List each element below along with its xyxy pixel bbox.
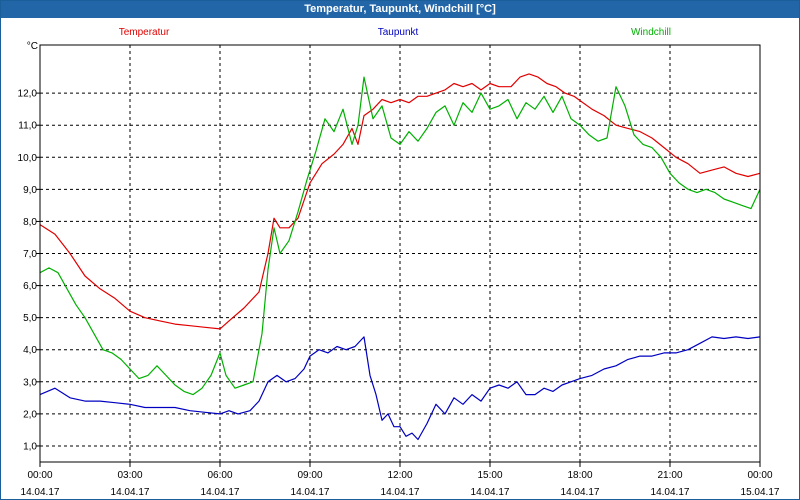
y-tick-label: 9,0 xyxy=(23,185,37,196)
x-tick-time: 06:00 xyxy=(207,470,232,481)
x-tick-time: 00:00 xyxy=(747,470,772,481)
chart-axis-labels: 1,0 2,0 3,0 4,0 5,0 6,0 7,0 8,0 9,0 10,0 11,0 12,0 °… xyxy=(18,41,780,498)
x-tick-time: 03:00 xyxy=(117,470,142,481)
chart-legend: Temperatur Taupunkt Windchill xyxy=(119,27,671,38)
legend-item-windchill: Windchill xyxy=(631,27,671,38)
x-tick-time: 18:00 xyxy=(567,470,592,481)
y-tick-label: 6,0 xyxy=(23,281,37,292)
y-tick-label: 3,0 xyxy=(23,377,37,388)
x-tick-date: 14.04.17 xyxy=(291,487,330,498)
x-tick-date: 14.04.17 xyxy=(471,487,510,498)
x-tick-time: 09:00 xyxy=(297,470,322,481)
x-tick-time: 15:00 xyxy=(477,470,502,481)
y-tick-label: 2,0 xyxy=(23,409,37,420)
y-tick-label: 10,0 xyxy=(18,153,38,164)
x-tick-date: 14.04.17 xyxy=(561,487,600,498)
x-tick-time: 21:00 xyxy=(657,470,682,481)
y-tick-label: 11,0 xyxy=(18,121,37,132)
window-title: Temperatur, Taupunkt, Windchill [°C] xyxy=(1,1,799,18)
series-line-taupunkt xyxy=(39,336,761,441)
y-tick-label: 5,0 xyxy=(23,313,37,324)
chart-series xyxy=(39,73,761,441)
y-tick-label: 4,0 xyxy=(23,345,37,356)
x-tick-date: 14.04.17 xyxy=(381,487,420,498)
x-tick-date: 14.04.17 xyxy=(111,487,150,498)
x-tick-date: 14.04.17 xyxy=(21,487,60,498)
x-tick-date: 14.04.17 xyxy=(201,487,240,498)
x-tick-time: 12:00 xyxy=(387,470,412,481)
legend-item-temperatur: Temperatur xyxy=(119,27,170,38)
legend-item-taupunkt: Taupunkt xyxy=(378,27,419,38)
y-tick-label: 12,0 xyxy=(18,89,38,100)
x-tick-date: 14.04.17 xyxy=(651,487,690,498)
y-unit-label: °C xyxy=(27,41,38,52)
x-tick-time: 00:00 xyxy=(27,470,52,481)
y-tick-label: 7,0 xyxy=(23,249,37,260)
chart-canvas: 1,0 2,0 3,0 4,0 5,0 6,0 7,0 8,0 9,0 10,0 11,0 12,0 °… xyxy=(18,27,780,498)
x-tick-date: 15.04.17 xyxy=(741,487,780,498)
chart-grid xyxy=(36,45,761,467)
series-line-temperatur xyxy=(39,73,761,330)
series-line-windchill xyxy=(39,76,761,396)
y-tick-label: 8,0 xyxy=(23,217,37,228)
plot-area xyxy=(39,44,761,463)
y-tick-label: 1,0 xyxy=(23,441,37,452)
